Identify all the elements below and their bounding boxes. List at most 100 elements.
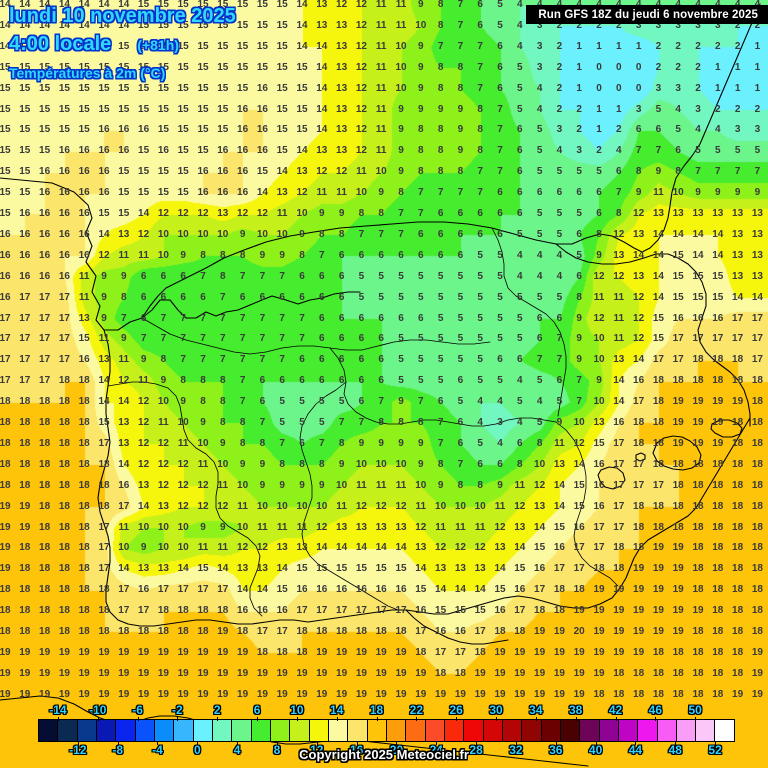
grid-value: 18 xyxy=(751,521,763,533)
grid-value: 12 xyxy=(217,500,229,512)
grid-value: 9 xyxy=(200,417,206,428)
grid-value: 8 xyxy=(418,166,424,178)
grid-value: 9 xyxy=(140,354,147,366)
grid-value: 9 xyxy=(121,270,127,282)
color-scale-swatch xyxy=(270,720,291,741)
grid-value: 15 xyxy=(118,187,130,199)
grid-value: 19 xyxy=(197,667,209,679)
grid-value: 6 xyxy=(556,187,563,199)
grid-value: 15 xyxy=(712,270,724,282)
grid-value: 9 xyxy=(378,437,384,449)
grid-value: 18 xyxy=(712,354,724,366)
grid-value: 19 xyxy=(553,626,565,637)
color-scale-tick xyxy=(177,717,179,721)
grid-value: 15 xyxy=(177,103,189,115)
grid-value: 8 xyxy=(457,61,464,73)
grid-value: 17 xyxy=(454,646,466,658)
grid-value: 18 xyxy=(78,626,90,637)
grid-value: 18 xyxy=(118,626,130,637)
grid-value: 10 xyxy=(672,187,684,199)
grid-value: 18 xyxy=(58,626,70,637)
grid-value: 7 xyxy=(279,312,285,324)
grid-value: 19 xyxy=(316,667,328,679)
grid-value: 19 xyxy=(652,563,664,575)
grid-value: 9 xyxy=(418,0,424,10)
grid-value: 17 xyxy=(672,354,684,366)
grid-value: 7 xyxy=(279,333,285,345)
grid-value: 17 xyxy=(652,479,664,491)
grid-value: 14 xyxy=(98,375,110,387)
grid-value: 15 xyxy=(573,500,585,512)
grid-value: 13 xyxy=(751,228,763,240)
grid-value: 10 xyxy=(395,40,407,52)
grid-value: 12 xyxy=(177,500,189,512)
grid-value: 10 xyxy=(355,187,367,199)
grid-value: 13 xyxy=(593,417,605,428)
grid-value: 7 xyxy=(497,145,503,157)
grid-value: 15 xyxy=(296,103,308,115)
grid-value: 16 xyxy=(78,166,90,178)
grid-value: 4 xyxy=(536,396,543,408)
grid-value: 17 xyxy=(19,312,31,324)
grid-value: 14 xyxy=(78,0,90,10)
grid-value: 12 xyxy=(613,270,625,282)
grid-value: 9 xyxy=(398,145,404,157)
grid-value: 5 xyxy=(556,228,563,240)
grid-value: 14 xyxy=(58,0,70,10)
grid-value: 17 xyxy=(474,626,486,637)
grid-value: 5 xyxy=(517,82,523,94)
grid-value: 6 xyxy=(477,228,483,240)
grid-value: 4 xyxy=(517,40,523,52)
grid-value: 19 xyxy=(514,646,526,658)
grid-value: 13 xyxy=(454,563,466,575)
grid-value: 15 xyxy=(375,563,387,575)
grid-value: 5 xyxy=(299,396,305,408)
grid-value: 6 xyxy=(358,333,365,345)
grid-value: 3 xyxy=(655,19,662,31)
grid-value: 18 xyxy=(375,626,387,637)
grid-value: 4 xyxy=(517,19,523,31)
grid-value: 6 xyxy=(616,166,622,178)
grid-value: 5 xyxy=(437,270,444,282)
grid-value: 14 xyxy=(355,542,367,554)
grid-value: 9 xyxy=(418,40,424,52)
grid-value: 15 xyxy=(197,40,209,52)
grid-value: 10 xyxy=(197,437,209,449)
grid-value: 15 xyxy=(78,61,90,73)
grid-value: 9 xyxy=(101,270,107,282)
grid-value: 6 xyxy=(497,82,503,94)
grid-value: 3 xyxy=(635,19,642,31)
grid-value: 9 xyxy=(418,61,424,73)
grid-value: 5 xyxy=(536,291,543,303)
grid-value: 16 xyxy=(39,208,51,219)
grid-value: 16 xyxy=(692,312,704,324)
grid-value: 7 xyxy=(259,417,266,428)
grid-value: 8 xyxy=(457,166,464,178)
grid-value: 15 xyxy=(712,291,724,303)
grid-value: 10 xyxy=(395,61,407,73)
grid-value: 15 xyxy=(58,61,70,73)
grid-value: 10 xyxy=(593,396,605,408)
grid-value: 15 xyxy=(672,270,684,282)
color-scale-tick xyxy=(157,741,159,745)
grid-value: 15 xyxy=(197,82,209,94)
model-run-banner: Run GFS 18Z du jeudi 6 novembre 2025 xyxy=(526,5,768,24)
grid-value: 11 xyxy=(554,437,565,449)
grid-value: 10 xyxy=(177,417,189,428)
grid-value: 18 xyxy=(39,626,51,637)
grid-value: 9 xyxy=(220,521,226,533)
grid-value: 12 xyxy=(415,521,427,533)
grid-value: 12 xyxy=(355,40,367,52)
color-scale-tick xyxy=(217,717,219,721)
grid-value: 15 xyxy=(276,19,288,31)
grid-value: 18 xyxy=(732,563,744,575)
grid-value: 7 xyxy=(140,333,147,345)
grid-value: 7 xyxy=(437,437,444,449)
color-scale-tick-label: 4 xyxy=(233,743,241,757)
grid-value: 10 xyxy=(375,458,387,470)
grid-value: 8 xyxy=(418,124,424,136)
grid-value: 15 xyxy=(276,61,288,73)
grid-value: 17 xyxy=(0,375,11,387)
color-scale-swatch xyxy=(522,720,542,741)
grid-value: 0 xyxy=(596,82,602,94)
